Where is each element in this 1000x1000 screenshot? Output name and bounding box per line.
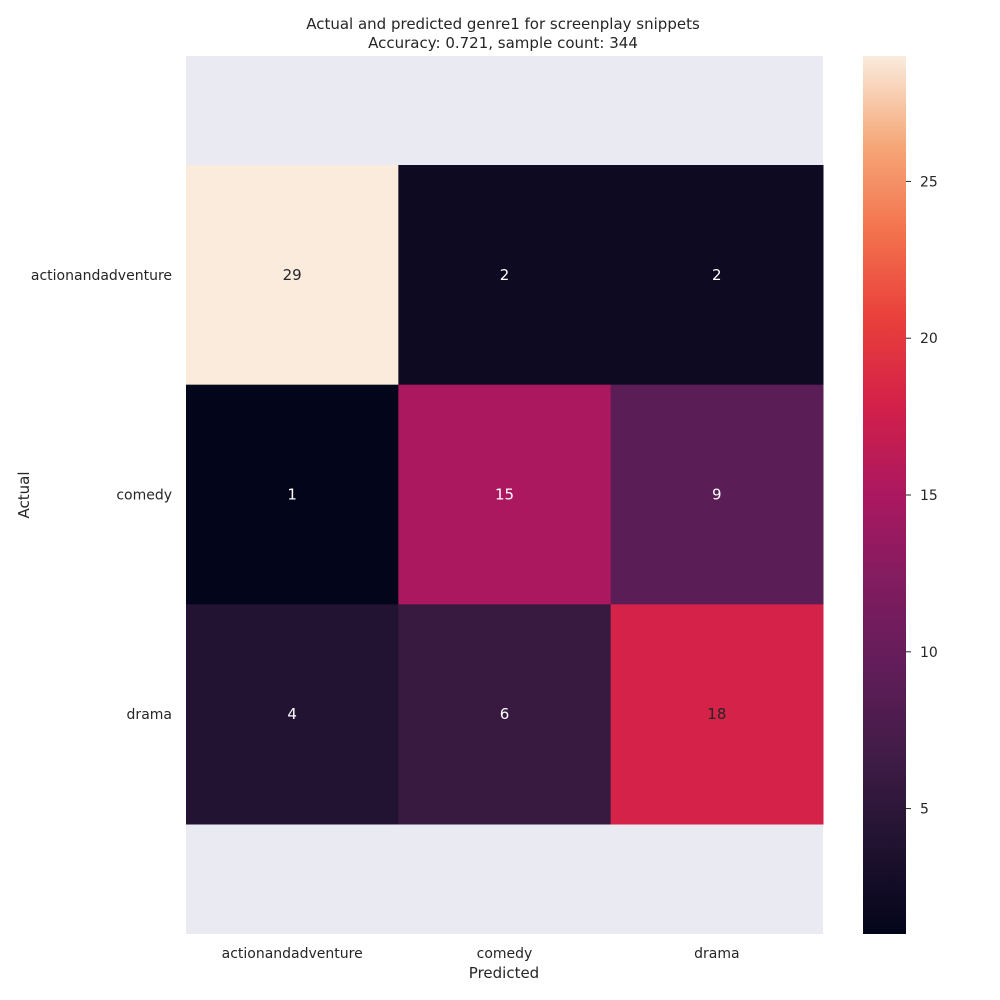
heatmap-cell-value: 15 xyxy=(495,486,514,504)
colorbar-tick-label: 15 xyxy=(920,488,938,504)
heatmap-cell-value: 1 xyxy=(287,486,297,504)
heatmap-cell xyxy=(186,165,399,386)
heatmap-cell-value: 2 xyxy=(500,266,510,284)
heatmap-cells xyxy=(186,165,824,825)
colorbar-tick-label: 20 xyxy=(920,331,938,347)
heatmap-cell xyxy=(398,604,612,825)
colorbar xyxy=(863,56,906,934)
y-axis-label: Actual xyxy=(15,472,33,519)
heatmap-cell-value: 2 xyxy=(712,266,722,284)
x-tick-label: comedy xyxy=(477,946,533,962)
colorbar-tick-label: 25 xyxy=(920,174,938,190)
heatmap-cell xyxy=(398,384,612,605)
heatmap-cell xyxy=(398,165,612,386)
heatmap-cell-value: 6 xyxy=(500,705,510,723)
y-tick-label: actionandadventure xyxy=(31,268,172,284)
x-axis-label: Predicted xyxy=(469,964,539,982)
x-tick-labels: actionandadventure comedy drama xyxy=(222,946,740,962)
colorbar-ticks: 5 10 15 20 25 xyxy=(906,174,938,818)
chart-subtitle: Accuracy: 0.721, sample count: 344 xyxy=(368,34,638,52)
heatmap-cell xyxy=(186,384,399,605)
heatmap-cell xyxy=(610,165,824,386)
heatmap-cell xyxy=(610,384,824,605)
heatmap-cell-labels: 29 2 21 15 94 6 18 xyxy=(283,266,727,723)
heatmap-cell xyxy=(610,604,824,825)
colorbar-tick-label: 10 xyxy=(920,645,938,661)
heatmap-cell-value: 18 xyxy=(707,705,726,723)
heatmap-cell-value: 4 xyxy=(287,705,297,723)
heatmap-cell-value: 29 xyxy=(283,266,302,284)
heatmap-cell-value: 9 xyxy=(712,486,722,504)
y-tick-labels: actionandadventure comedy drama xyxy=(31,268,172,723)
chart-title: Actual and predicted genre1 for screenpl… xyxy=(306,15,700,33)
x-tick-label: actionandadventure xyxy=(222,946,363,962)
x-tick-label: drama xyxy=(694,946,739,962)
colorbar-tick-label: 5 xyxy=(920,802,929,818)
heatmap-cell xyxy=(186,604,399,825)
y-tick-label: comedy xyxy=(116,488,172,504)
y-tick-label: drama xyxy=(127,707,172,723)
